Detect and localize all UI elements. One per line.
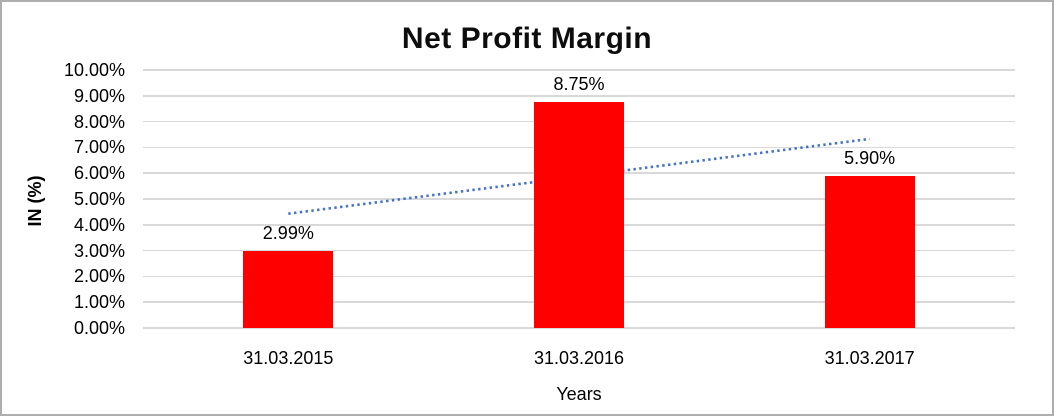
y-tick-label: 7.00% bbox=[73, 137, 125, 158]
y-tick-label: 1.00% bbox=[73, 292, 125, 313]
bar-31.03.2017 bbox=[824, 175, 915, 328]
gridline bbox=[143, 69, 1015, 71]
gridline bbox=[143, 95, 1015, 97]
bar-31.03.2016 bbox=[534, 102, 624, 328]
chart-title: Net Profit Margin bbox=[401, 22, 653, 55]
x-axis-title: Years bbox=[556, 384, 602, 404]
y-tick-label: 9.00% bbox=[73, 85, 125, 106]
x-tick-label: 31.03.2015 bbox=[243, 348, 334, 368]
x-tick-label: 31.03.2017 bbox=[824, 348, 915, 368]
gridline bbox=[143, 327, 1015, 329]
x-tick-label: 31.03.2016 bbox=[533, 348, 625, 368]
y-tick-label: 8.00% bbox=[73, 111, 125, 132]
y-tick-label: 3.00% bbox=[73, 240, 125, 261]
data-label: 2.99% bbox=[262, 222, 314, 243]
data-label: 5.90% bbox=[844, 147, 896, 168]
y-tick-label: 10.00% bbox=[63, 60, 125, 80]
data-label: 8.75% bbox=[553, 74, 605, 95]
y-tick-label: 6.00% bbox=[73, 163, 125, 184]
y-tick-label: 5.00% bbox=[73, 189, 125, 209]
linear-trendline bbox=[288, 137, 870, 215]
y-tick-label: 0.00% bbox=[73, 318, 125, 338]
y-tick-label: 4.00% bbox=[73, 214, 125, 235]
y-tick-label: 2.00% bbox=[73, 266, 125, 287]
bar-31.03.2015 bbox=[243, 250, 334, 328]
